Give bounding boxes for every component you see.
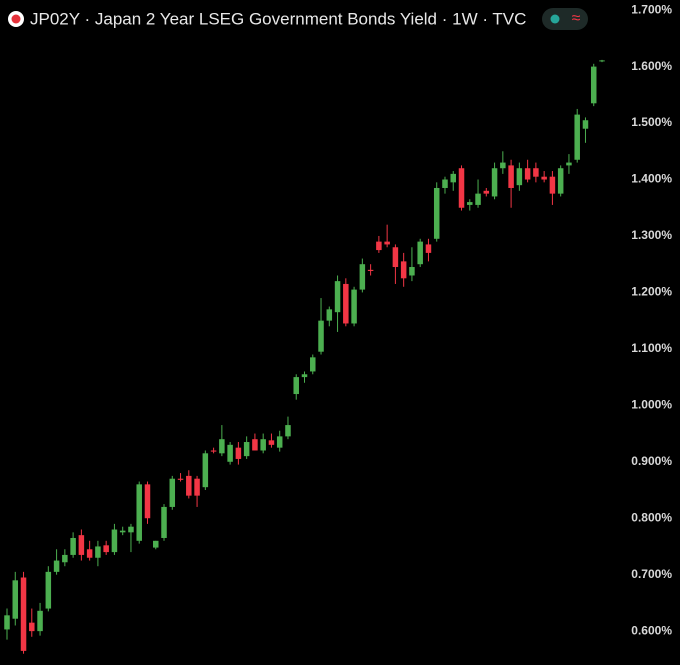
candle-body xyxy=(392,247,399,268)
candle-body xyxy=(86,549,93,558)
candle-body xyxy=(219,439,225,454)
candle-body xyxy=(516,168,523,186)
y-tick-label: 1.100% xyxy=(631,341,672,355)
candle-body xyxy=(285,425,291,437)
candle-body xyxy=(227,444,233,462)
candle-body xyxy=(161,506,167,538)
candle-body xyxy=(475,193,481,205)
candle-body xyxy=(301,374,308,378)
candle-body xyxy=(62,554,68,563)
candle-body xyxy=(590,66,597,104)
candle-body xyxy=(276,436,283,448)
candle-body xyxy=(95,546,101,558)
candle-body xyxy=(425,244,432,253)
y-tick-label: 0.600% xyxy=(631,623,672,637)
status-pill: ≈ xyxy=(542,8,588,30)
candle-body xyxy=(177,478,184,480)
candle-body xyxy=(119,530,126,533)
candle-body xyxy=(582,120,589,129)
candle-body xyxy=(574,114,580,160)
candle-body xyxy=(376,241,382,251)
y-tick-label: 0.700% xyxy=(631,567,672,581)
candle-body xyxy=(442,179,448,188)
candle-body xyxy=(500,162,506,169)
y-tick-label: 1.300% xyxy=(631,228,672,242)
candle-body xyxy=(111,529,118,553)
candle-body xyxy=(136,484,142,541)
candle-body xyxy=(343,283,349,324)
candle-body xyxy=(417,241,423,265)
candle-body xyxy=(144,484,151,519)
y-tick-label: 1.400% xyxy=(631,172,672,186)
candle-body xyxy=(599,60,605,62)
y-tick-label: 1.600% xyxy=(631,59,672,73)
candle-body xyxy=(103,545,109,553)
y-tick-label: 1.200% xyxy=(631,285,672,299)
candle-body xyxy=(557,168,564,194)
candle-body xyxy=(367,269,374,271)
candle-body xyxy=(310,357,316,372)
candle-body xyxy=(45,571,52,609)
candle-body xyxy=(384,241,390,245)
candle-body xyxy=(169,478,176,507)
candle-body xyxy=(409,267,415,276)
candle-body xyxy=(334,281,341,313)
candle-body xyxy=(12,580,19,619)
candle-body xyxy=(351,289,357,324)
candle-body xyxy=(252,439,258,451)
svg-text:≈: ≈ xyxy=(572,10,581,27)
candle-body xyxy=(243,442,250,457)
candle-body xyxy=(153,540,159,548)
candle-body xyxy=(549,176,556,194)
candle-body xyxy=(318,320,324,352)
candle-body xyxy=(128,526,134,533)
candle-body xyxy=(4,615,10,630)
candle-body xyxy=(202,453,209,488)
candle-body xyxy=(533,168,539,177)
candle-body xyxy=(194,478,200,496)
candle-body xyxy=(400,261,407,279)
y-tick-label: 0.800% xyxy=(631,510,672,524)
candle-body xyxy=(70,537,76,555)
y-tick-label: 1.500% xyxy=(631,115,672,129)
candle-body xyxy=(268,440,275,445)
y-tick-label: 0.900% xyxy=(631,454,672,468)
candle-body xyxy=(467,202,473,205)
candle-body xyxy=(29,622,35,632)
candle-body xyxy=(293,377,299,395)
candle-body xyxy=(458,168,465,208)
candle-body xyxy=(524,168,531,180)
candle-body xyxy=(210,450,217,452)
candle-body xyxy=(541,176,547,180)
candle-body xyxy=(483,190,490,194)
candle-body xyxy=(186,475,192,496)
candle-body xyxy=(450,173,456,183)
candle-body xyxy=(53,560,60,572)
candle-body xyxy=(491,168,498,197)
candle-body xyxy=(433,187,440,239)
chart-title: JP02Y · Japan 2 Year LSEG Government Bon… xyxy=(30,9,526,28)
symbol-icon xyxy=(8,11,24,27)
candle-body xyxy=(20,577,27,651)
y-tick-label: 1.000% xyxy=(631,397,672,411)
candle-body xyxy=(260,439,266,451)
y-tick-label: 1.700% xyxy=(631,2,672,16)
candle-body xyxy=(78,535,85,555)
candle-body xyxy=(566,162,572,166)
candle-body xyxy=(37,610,43,632)
candle-body xyxy=(235,447,242,459)
candle-body xyxy=(326,309,333,321)
candle-body xyxy=(508,165,514,188)
candle-body xyxy=(359,264,366,290)
